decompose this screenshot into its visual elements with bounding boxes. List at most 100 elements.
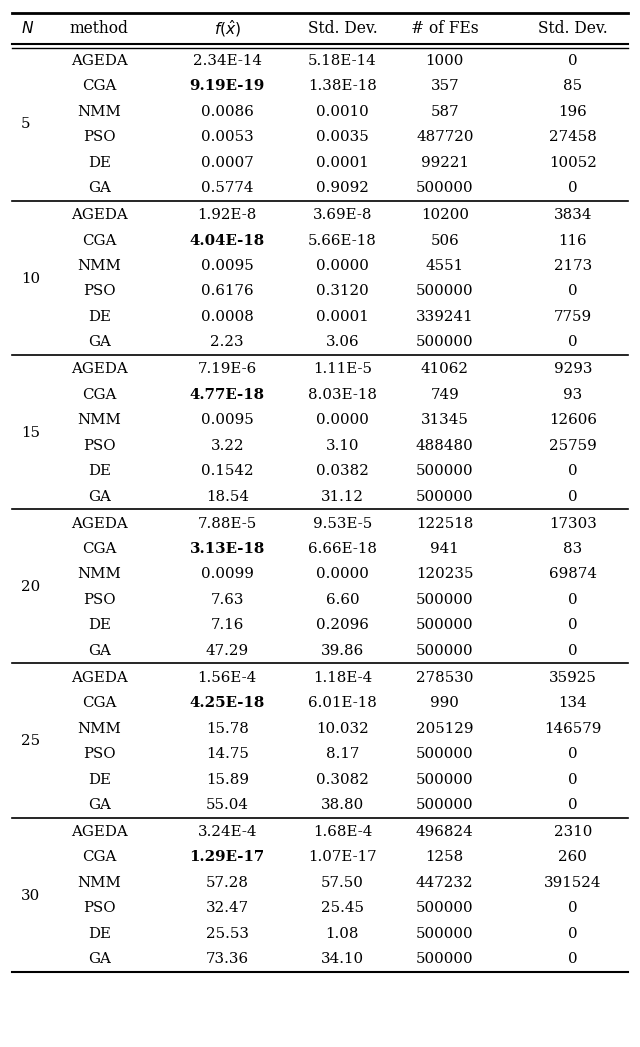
Text: 0: 0: [568, 773, 578, 786]
Text: 0: 0: [568, 464, 578, 478]
Text: 1.29E-17: 1.29E-17: [189, 850, 265, 865]
Text: PSO: PSO: [83, 439, 115, 452]
Text: 1.38E-18: 1.38E-18: [308, 80, 377, 93]
Text: GA: GA: [88, 335, 111, 350]
Text: 488480: 488480: [416, 439, 474, 452]
Text: GA: GA: [88, 490, 111, 504]
Text: 120235: 120235: [416, 567, 474, 581]
Text: 3.13E-18: 3.13E-18: [189, 542, 265, 556]
Text: 3.69E-8: 3.69E-8: [313, 208, 372, 222]
Text: 0.0000: 0.0000: [316, 414, 369, 427]
Text: CGA: CGA: [82, 542, 116, 556]
Text: 260: 260: [558, 850, 588, 865]
Text: 0: 0: [568, 619, 578, 632]
Text: GA: GA: [88, 798, 111, 812]
Text: method: method: [70, 20, 129, 37]
Text: DE: DE: [88, 773, 111, 786]
Text: 10.032: 10.032: [316, 721, 369, 736]
Text: 487720: 487720: [416, 130, 474, 144]
Text: 447232: 447232: [416, 876, 474, 890]
Text: 506: 506: [431, 233, 459, 247]
Text: 0: 0: [568, 181, 578, 195]
Text: PSO: PSO: [83, 748, 115, 761]
Text: 1.56E-4: 1.56E-4: [198, 671, 257, 685]
Text: 6.60: 6.60: [326, 593, 359, 607]
Text: AGEDA: AGEDA: [71, 825, 127, 839]
Text: 99221: 99221: [421, 156, 468, 170]
Text: 357: 357: [431, 80, 459, 93]
Text: 4.25E-18: 4.25E-18: [189, 696, 265, 710]
Text: 6.01E-18: 6.01E-18: [308, 696, 377, 710]
Text: 116: 116: [559, 233, 587, 247]
Text: 1.18E-4: 1.18E-4: [313, 671, 372, 685]
Text: 9.53E-5: 9.53E-5: [313, 516, 372, 531]
Text: 990: 990: [430, 696, 460, 710]
Text: DE: DE: [88, 619, 111, 632]
Text: 0.0007: 0.0007: [201, 156, 253, 170]
Text: 85: 85: [563, 80, 582, 93]
Text: 1.11E-5: 1.11E-5: [313, 362, 372, 376]
Text: $f(\hat{x})$: $f(\hat{x})$: [214, 18, 241, 39]
Text: 12606: 12606: [548, 414, 596, 427]
Text: 3.06: 3.06: [326, 335, 359, 350]
Text: 0.0010: 0.0010: [316, 105, 369, 118]
Text: 749: 749: [431, 387, 459, 402]
Text: 339241: 339241: [416, 310, 474, 324]
Text: AGEDA: AGEDA: [71, 362, 127, 376]
Text: 0.0099: 0.0099: [201, 567, 253, 581]
Text: 500000: 500000: [416, 798, 474, 812]
Text: 941: 941: [431, 542, 459, 556]
Text: 8.03E-18: 8.03E-18: [308, 387, 377, 402]
Text: 500000: 500000: [416, 773, 474, 786]
Text: 0.2096: 0.2096: [316, 619, 369, 632]
Text: NMM: NMM: [77, 876, 121, 890]
Text: NMM: NMM: [77, 414, 121, 427]
Text: 15: 15: [21, 426, 40, 440]
Text: 1.68E-4: 1.68E-4: [313, 825, 372, 839]
Text: 0.0382: 0.0382: [316, 464, 369, 478]
Text: 2.34E-14: 2.34E-14: [193, 53, 262, 68]
Text: 15.89: 15.89: [205, 773, 249, 786]
Text: AGEDA: AGEDA: [71, 53, 127, 68]
Text: NMM: NMM: [77, 567, 121, 581]
Text: 5: 5: [21, 117, 31, 132]
Text: 2.23: 2.23: [211, 335, 244, 350]
Text: Std. Dev.: Std. Dev.: [308, 20, 377, 37]
Text: DE: DE: [88, 464, 111, 478]
Text: 0.3120: 0.3120: [316, 285, 369, 298]
Text: AGEDA: AGEDA: [71, 671, 127, 685]
Text: 9.19E-19: 9.19E-19: [189, 80, 265, 93]
Text: 25759: 25759: [549, 439, 596, 452]
Text: 500000: 500000: [416, 490, 474, 504]
Text: 0: 0: [568, 285, 578, 298]
Text: 57.50: 57.50: [321, 876, 364, 890]
Text: 0: 0: [568, 53, 578, 68]
Text: 0.0000: 0.0000: [316, 259, 369, 273]
Text: 7.19E-6: 7.19E-6: [198, 362, 257, 376]
Text: 8.17: 8.17: [326, 748, 359, 761]
Text: 5.66E-18: 5.66E-18: [308, 233, 377, 247]
Text: GA: GA: [88, 644, 111, 658]
Text: 587: 587: [431, 105, 459, 118]
Text: 0.0035: 0.0035: [316, 130, 369, 144]
Text: 57.28: 57.28: [205, 876, 249, 890]
Text: NMM: NMM: [77, 105, 121, 118]
Text: 25.45: 25.45: [321, 901, 364, 915]
Text: 0: 0: [568, 952, 578, 966]
Text: CGA: CGA: [82, 233, 116, 247]
Text: 196: 196: [559, 105, 587, 118]
Text: DE: DE: [88, 927, 111, 941]
Text: DE: DE: [88, 310, 111, 324]
Text: 3.22: 3.22: [211, 439, 244, 452]
Text: 205129: 205129: [416, 721, 474, 736]
Text: 31345: 31345: [421, 414, 468, 427]
Text: $N$: $N$: [21, 20, 35, 37]
Text: 0.0001: 0.0001: [316, 156, 369, 170]
Text: 0.0095: 0.0095: [201, 414, 253, 427]
Text: 69874: 69874: [548, 567, 596, 581]
Text: 7759: 7759: [554, 310, 592, 324]
Text: 93: 93: [563, 387, 582, 402]
Text: 3834: 3834: [554, 208, 592, 222]
Text: 0.0001: 0.0001: [316, 310, 369, 324]
Text: 25: 25: [21, 734, 40, 749]
